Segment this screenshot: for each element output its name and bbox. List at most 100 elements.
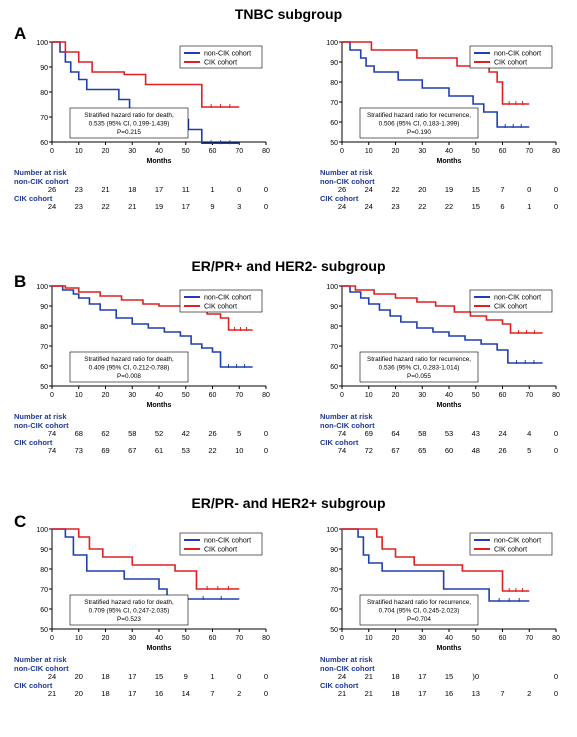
risk-value: 0 xyxy=(263,429,269,438)
x-tick-label: 70 xyxy=(525,635,533,642)
risk-value: 13 xyxy=(471,689,480,698)
x-tick-label: 20 xyxy=(102,148,110,155)
risk-row-label: CIK cohort xyxy=(14,681,53,690)
risk-value: 18 xyxy=(101,689,110,698)
series-line-non-cik xyxy=(52,285,253,368)
y-tick-label: 50 xyxy=(330,627,338,634)
risk-value: 17 xyxy=(128,689,137,698)
risk-value: 20 xyxy=(74,689,83,698)
risk-value: 15 xyxy=(154,672,164,681)
hazard-ratio-text: 0.506 (95% CI, 0.183-1.399) xyxy=(379,121,460,128)
risk-value: 24 xyxy=(498,429,507,438)
risk-value: 1 xyxy=(210,185,215,194)
risk-row-label: CIK cohort xyxy=(14,438,53,447)
risk-value: 15 xyxy=(444,672,454,681)
y-tick-label: 60 xyxy=(40,364,48,371)
series-line-cik xyxy=(342,528,530,592)
hazard-ratio-box xyxy=(69,351,189,383)
risk-header: Number at risk xyxy=(14,412,67,421)
risk-value: 2 xyxy=(527,689,532,698)
x-tick-label: 10 xyxy=(365,392,373,399)
hazard-ratio-text: P=0.055 xyxy=(407,373,431,380)
risk-value: 17 xyxy=(154,185,164,194)
hazard-ratio-text: P=0.008 xyxy=(117,373,141,380)
legend-label: non-CIK cohort xyxy=(494,51,541,58)
legend-box xyxy=(469,532,553,556)
x-tick-label: 50 xyxy=(472,635,480,642)
x-tick-label: 0 xyxy=(340,635,344,642)
risk-value: 0 xyxy=(263,446,269,455)
y-tick-label: 80 xyxy=(330,567,338,574)
risk-value: 18 xyxy=(391,672,400,681)
risk-value: 64 xyxy=(391,429,400,438)
x-tick-label: 20 xyxy=(392,392,400,399)
legend-box xyxy=(179,45,263,69)
risk-header: Number at risk xyxy=(320,655,373,664)
hazard-ratio-text: Stratified hazard ratio for recurrence, xyxy=(367,112,471,119)
x-tick-label: 10 xyxy=(75,635,83,642)
y-tick-label: 60 xyxy=(330,120,338,127)
risk-value: 18 xyxy=(391,689,400,698)
risk-value: 16 xyxy=(444,689,454,698)
y-tick-label: 80 xyxy=(330,324,338,331)
x-tick-label: 50 xyxy=(182,392,190,399)
x-tick-label: 70 xyxy=(235,392,243,399)
risk-value: 23 xyxy=(74,202,83,211)
x-tick-label: 50 xyxy=(472,392,480,399)
risk-value: 0 xyxy=(237,672,242,681)
risk-value: 69 xyxy=(364,429,373,438)
x-tick-label: 20 xyxy=(102,392,110,399)
risk-row-label: non-CIK cohort xyxy=(14,177,69,186)
risk-table-c-recurrence: Number at risk non-CIK cohort 24 21 18 17 15)0… xyxy=(0,655,558,698)
x-tick-label: 40 xyxy=(155,392,163,399)
x-tick-label: 60 xyxy=(209,148,217,155)
x-tick-label: 30 xyxy=(128,148,136,155)
x-tick-label: 80 xyxy=(262,148,270,155)
risk-value: 24 xyxy=(337,202,347,211)
y-tick-label: 70 xyxy=(40,344,48,351)
x-tick-label: 80 xyxy=(552,635,560,642)
risk-value: 21 xyxy=(101,185,110,194)
risk-value: 3 xyxy=(237,202,242,211)
km-chart-b-recurrence: 50 60 70 80 90 100 0 10 20 30 40 50 60 70 80 Months non-… xyxy=(326,284,560,409)
hazard-ratio-box xyxy=(359,594,479,626)
risk-value: 20 xyxy=(74,672,83,681)
legend-label: CIK cohort xyxy=(204,60,237,67)
risk-value: 23 xyxy=(74,185,83,194)
series-line-non-cik xyxy=(342,528,530,602)
x-tick-label: 30 xyxy=(418,148,426,155)
risk-value: 24 xyxy=(364,185,373,194)
km-chart-a-recurrence: 50 60 70 80 90 100 0 10 20 30 40 50 60 70 80 Months non-… xyxy=(326,40,560,165)
legend-label: non-CIK cohort xyxy=(204,51,251,58)
hazard-ratio-box xyxy=(69,594,189,626)
x-tick-label: 40 xyxy=(445,148,453,155)
x-tick-label: 70 xyxy=(525,148,533,155)
risk-row-label: CIK cohort xyxy=(320,194,359,203)
risk-value: 67 xyxy=(391,446,400,455)
hazard-ratio-text: P=0.704 xyxy=(407,616,431,623)
risk-value: 9 xyxy=(210,202,215,211)
x-tick-label: 70 xyxy=(235,148,243,155)
x-tick-label: 40 xyxy=(155,148,163,155)
x-tick-label: 40 xyxy=(445,392,453,399)
y-tick-label: 70 xyxy=(330,100,338,107)
risk-value: 68 xyxy=(74,429,83,438)
y-tick-label: 70 xyxy=(330,344,338,351)
risk-value: 24 xyxy=(47,202,57,211)
risk-value: 74 xyxy=(47,429,57,438)
risk-value: )0 xyxy=(472,672,480,681)
risk-value: 60 xyxy=(444,446,454,455)
x-axis-label: Months xyxy=(147,402,172,409)
km-chart-c-recurrence: 50 60 70 80 90 100 0 10 20 30 40 50 60 70 80 Months non-… xyxy=(326,527,560,652)
risk-value: 0 xyxy=(263,185,269,194)
x-axis-label: Months xyxy=(437,645,462,652)
risk-value: 7 xyxy=(500,689,505,698)
risk-value: 22 xyxy=(418,202,427,211)
risk-value: 20 xyxy=(418,185,427,194)
risk-value: 7 xyxy=(500,185,505,194)
risk-value: 7 xyxy=(210,689,215,698)
risk-value: 15 xyxy=(471,202,480,211)
y-tick-label: 60 xyxy=(40,607,48,614)
risk-table-a-death: Number at risk non-CIK cohort 26 23 21 18 17 11… xyxy=(0,168,268,211)
hazard-ratio-text: P=0.523 xyxy=(117,616,141,623)
